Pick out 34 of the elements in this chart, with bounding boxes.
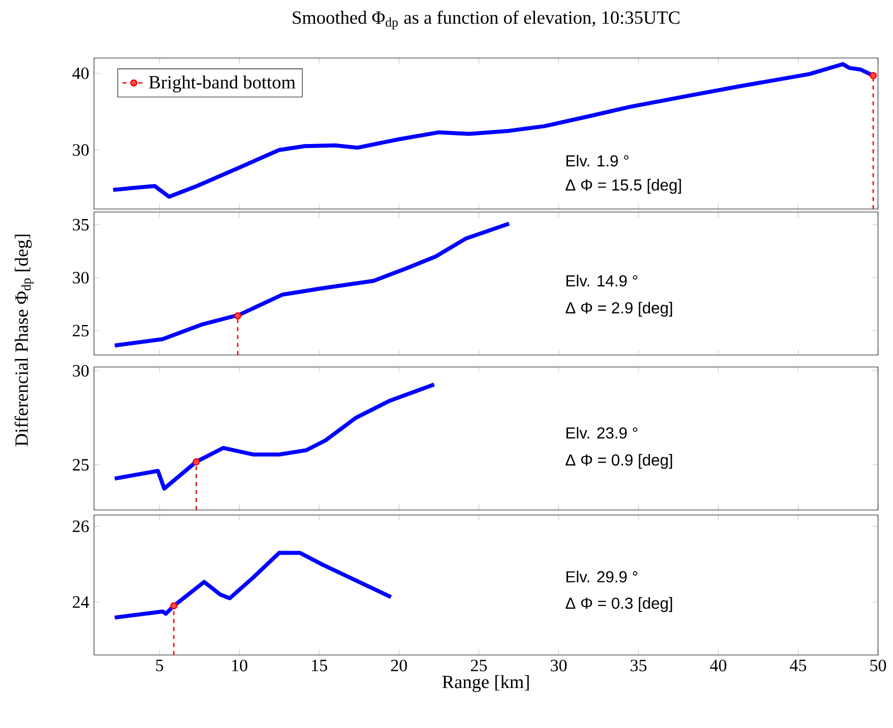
annotation: Elv. 14.9 ° [566, 274, 638, 286]
x-axis-title: Range [km] [442, 675, 529, 692]
line-series [112, 550, 393, 620]
y-tick-label: 30 [72, 364, 89, 377]
x-tick-label: 20 [391, 660, 407, 672]
y-tick-label: 30 [72, 144, 89, 156]
y-tick-label: 35 [72, 218, 89, 231]
line-series [112, 222, 512, 348]
x-tick-label: 15 [312, 660, 328, 672]
annotation: Δ Φ = 0.3 [deg] [566, 597, 672, 612]
x-tick-label: 10 [232, 660, 248, 672]
annotation: Elv. 1.9 ° [566, 154, 628, 167]
chart-title: Smoothed Φ$_{dp}$ as a function of elevation, 10:35UTC [292, 10, 680, 30]
y-tick-label: 26 [72, 520, 89, 532]
y-axis-title: Differencial Phase Φ$_{dp}$ [deg] [14, 234, 34, 446]
x-tick-label: 25 [470, 660, 487, 672]
line-series [112, 382, 436, 491]
x-tick-label: 45 [790, 660, 806, 672]
y-tick-label: 30 [72, 272, 89, 284]
x-tick-label: 40 [710, 660, 726, 672]
x-tick-label: 5 [156, 660, 164, 672]
y-tick-label: 25 [72, 324, 89, 336]
annotation: Δ Φ = 2.9 [deg] [566, 302, 672, 317]
annotation: Elv. 23.9 ° [566, 426, 638, 439]
annotation: Elv. 29.9 ° [566, 570, 638, 582]
x-tick-label: 50 [870, 660, 886, 672]
y-tick-label: 25 [72, 459, 89, 471]
x-tick-label: 30 [550, 660, 567, 672]
legend-label: Bright-band bottom [148, 75, 296, 92]
y-tick-label: 40 [72, 68, 89, 80]
x-tick-label: 35 [630, 660, 646, 672]
y-tick-label: 24 [72, 596, 90, 608]
annotation: Δ Φ = 0.9 [deg] [566, 454, 672, 469]
annotation: Δ Φ = 15.5 [deg] [566, 178, 681, 194]
